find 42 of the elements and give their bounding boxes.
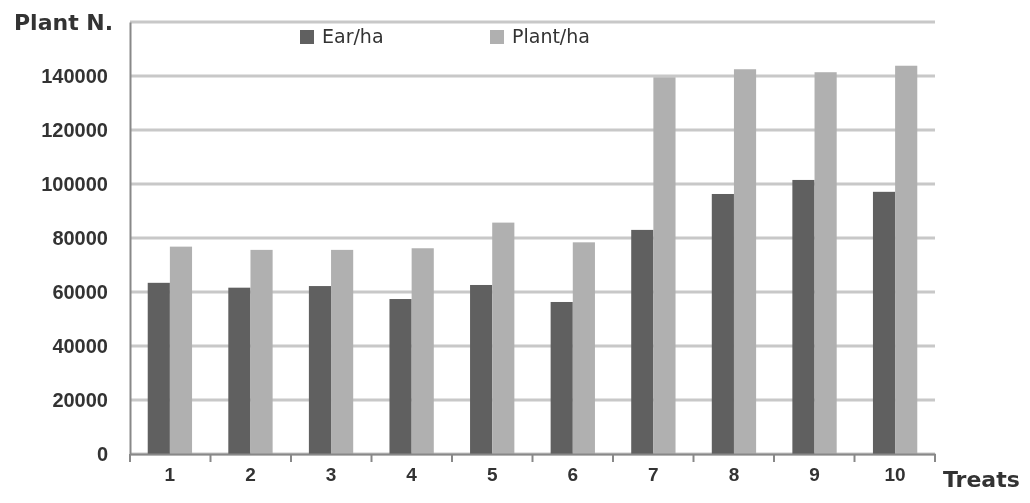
x-tick-label: 9 [809, 464, 820, 486]
y-tick-label: 140000 [41, 64, 108, 87]
bar [872, 191, 896, 454]
bar [653, 77, 676, 454]
x-tick-label: 6 [567, 464, 579, 486]
x-tick-label: 3 [325, 464, 337, 486]
bar [169, 246, 193, 454]
y-tick-label: 100000 [41, 172, 108, 195]
bar [711, 193, 734, 454]
y-axis-title: Plant N. [14, 10, 114, 35]
x-axis-title: Treats [943, 467, 1020, 492]
x-tick-label: 10 [884, 464, 906, 486]
y-tick-label: 80000 [52, 226, 108, 249]
bar [733, 69, 757, 454]
bar [572, 242, 595, 454]
bar [250, 249, 273, 454]
bar [331, 249, 354, 454]
x-tick-label: 5 [486, 464, 498, 486]
x-tick-label: 7 [648, 464, 659, 486]
bar [631, 229, 654, 454]
bar [411, 248, 434, 454]
y-tick-label: 0 [96, 442, 108, 465]
bar [492, 222, 515, 454]
bar [895, 65, 918, 454]
bar [470, 284, 493, 454]
x-tick-label: 4 [406, 464, 418, 486]
y-tick-label: 120000 [41, 118, 108, 141]
legend-label: Plant/ha [512, 25, 590, 47]
bar [147, 282, 170, 454]
bar [228, 287, 251, 454]
bar [814, 72, 837, 454]
bar [550, 301, 573, 454]
x-tick-label: 8 [728, 464, 740, 486]
y-tick-label: 20000 [52, 388, 108, 411]
bar [308, 286, 332, 454]
y-tick-label: 60000 [52, 280, 108, 303]
bar [389, 299, 412, 454]
x-tick-label: 2 [245, 464, 256, 486]
y-tick-label: 40000 [52, 334, 108, 357]
legend-label: Ear/ha [322, 25, 384, 47]
bar [792, 179, 815, 454]
x-tick-label: 1 [164, 464, 176, 486]
